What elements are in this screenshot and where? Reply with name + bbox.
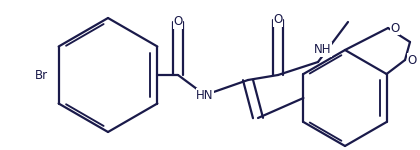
Text: Br: Br xyxy=(35,69,48,81)
Text: O: O xyxy=(390,21,399,34)
Text: O: O xyxy=(407,54,416,66)
Text: HN: HN xyxy=(196,89,214,102)
Text: NH: NH xyxy=(313,43,331,56)
Text: O: O xyxy=(273,13,283,26)
Text: O: O xyxy=(173,15,183,28)
